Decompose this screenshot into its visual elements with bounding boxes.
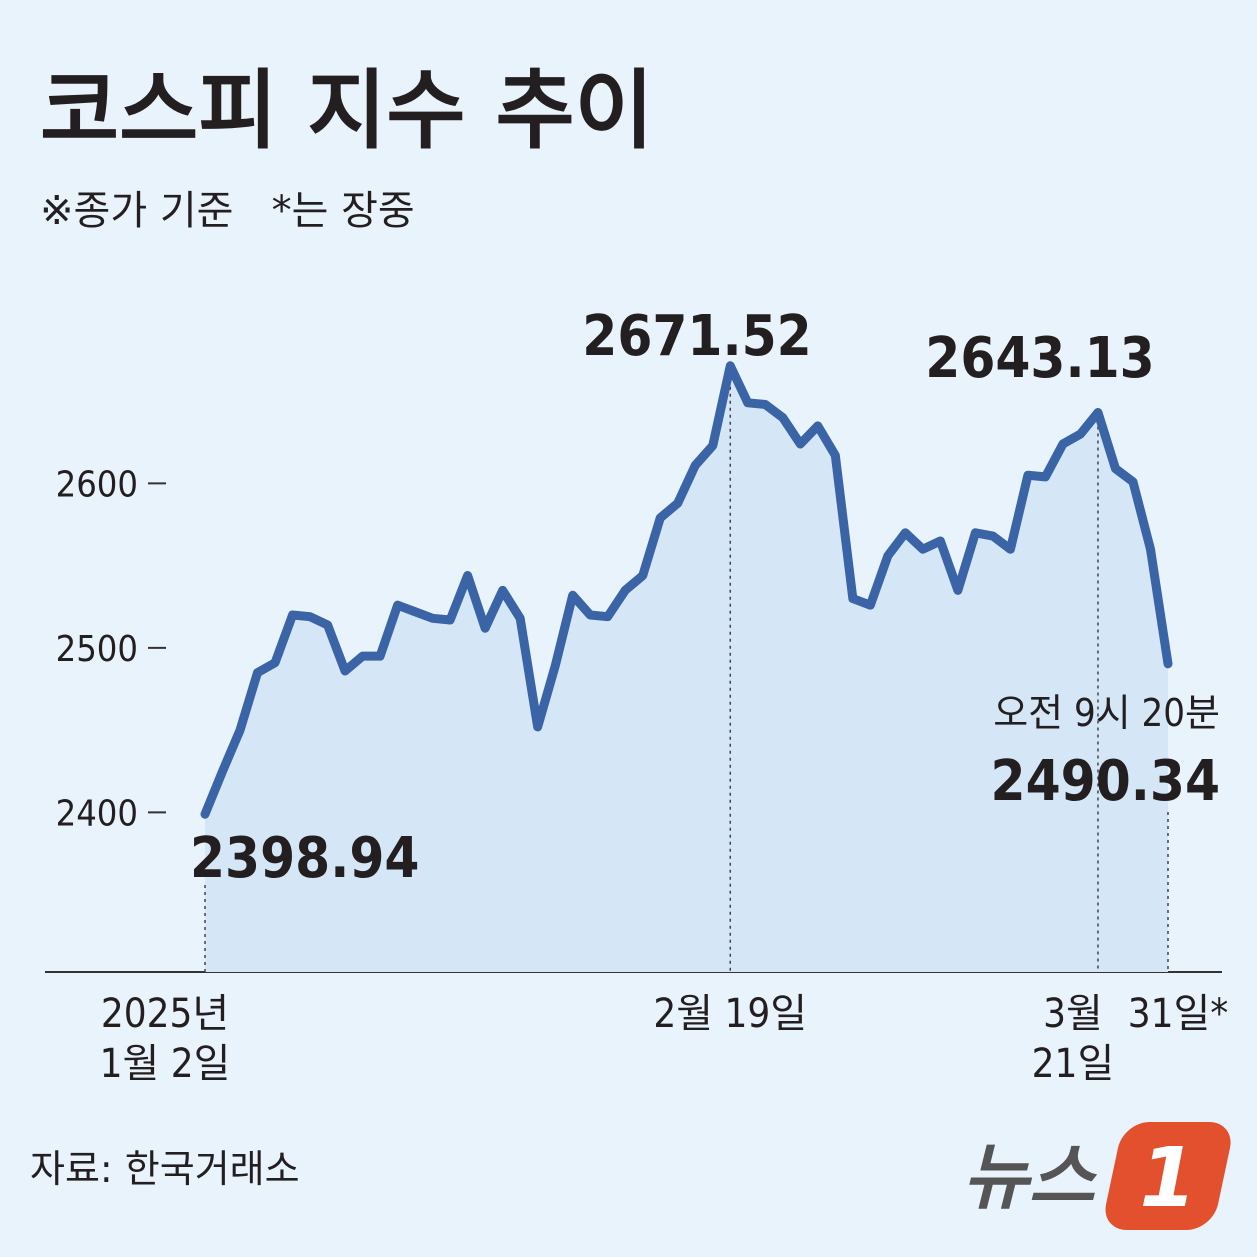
value-label: 2643.13	[925, 326, 1154, 391]
y-tick-label: 2600	[56, 464, 138, 505]
y-tick-label: 2500	[56, 629, 138, 670]
logo-badge	[1105, 1122, 1231, 1230]
area	[205, 365, 1168, 972]
y-tick-label: 2400	[56, 793, 138, 834]
line	[200, 361, 1173, 819]
logo-text: 뉴스	[963, 1135, 1098, 1219]
chart-subtitle: ※종가 기준 *는 장중	[40, 188, 415, 234]
x-tick-label: 3월 21일	[1032, 991, 1115, 1087]
x-tick-label: 2월 19일	[653, 991, 807, 1037]
x-tick-label: 31일*	[1128, 991, 1229, 1037]
annotation: 오전 9시 20분	[993, 691, 1220, 735]
value-label: 2671.52	[582, 304, 811, 369]
value-label: 2398.94	[190, 826, 419, 891]
value-label: 2490.34	[991, 749, 1220, 814]
chart-title: 코스피 지수 추이	[40, 61, 654, 161]
source: 자료: 한국거래소	[30, 1147, 300, 1191]
logo-badge-text: 1	[1139, 1131, 1196, 1226]
x-tick-label: 2025년 1월 2일	[100, 991, 231, 1087]
